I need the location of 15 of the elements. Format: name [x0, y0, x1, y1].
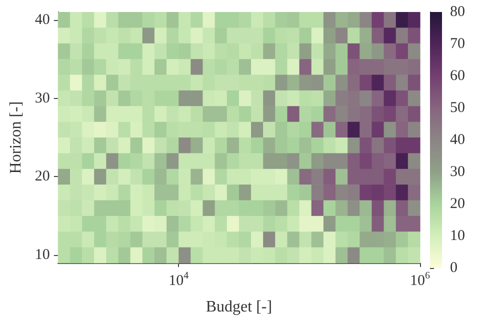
color-bar-label: 10 — [450, 228, 465, 244]
color-bar-label: 60 — [450, 68, 465, 84]
y-tick-label: 30 — [34, 90, 50, 106]
color-bar-label: 80 — [450, 4, 465, 20]
color-bar-label: 40 — [450, 132, 465, 148]
y-tick-label: 20 — [34, 168, 50, 185]
color-bar-label: 70 — [450, 36, 465, 52]
color-bar-label: 30 — [450, 164, 465, 180]
y-tick-label: 40 — [34, 12, 50, 28]
x-axis-title: Budget [-] — [206, 298, 272, 316]
color-bar-label: 50 — [450, 100, 465, 116]
y-axis-title: Horizon [-] — [8, 101, 24, 174]
y-tick-label: 10 — [34, 247, 50, 264]
color-bar-label: 20 — [450, 196, 465, 212]
color-bar-label: 0 — [450, 260, 458, 276]
